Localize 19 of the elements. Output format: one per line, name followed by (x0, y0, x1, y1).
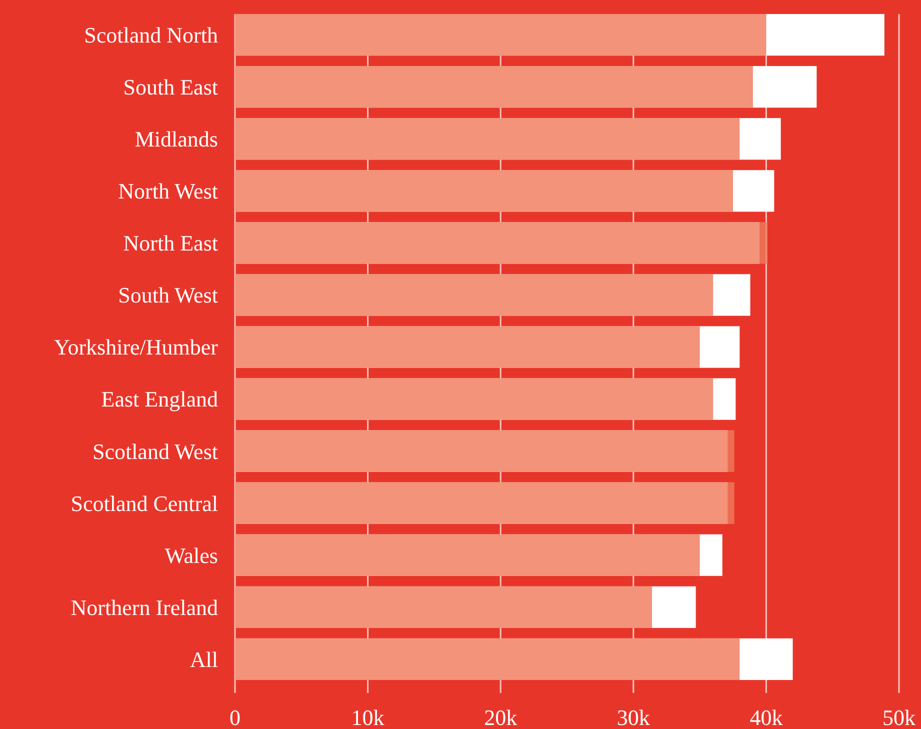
y-tick-label: North East (123, 230, 218, 256)
x-tick-label: 10k (351, 705, 384, 729)
y-tick-label: Yorkshire/Humber (54, 334, 219, 360)
x-tick-label: 0 (230, 705, 240, 729)
y-tick-label: Northern Ireland (70, 594, 218, 620)
y-tick-label: All (190, 646, 218, 672)
y-tick-label: Scotland North (84, 22, 218, 48)
y-tick-label: South West (118, 282, 218, 308)
x-tick-label: 50k (882, 705, 916, 729)
y-tick-label: Midlands (134, 126, 218, 152)
y-tick-label: East England (101, 386, 218, 412)
y-tick-label: South East (123, 74, 218, 100)
x-tick-label: 20k (484, 705, 518, 729)
y-tick-label: Scotland West (92, 438, 218, 464)
x-tick-label: 30k (616, 705, 650, 729)
y-tick-label: Wales (164, 542, 218, 568)
x-tick-label: 40k (750, 705, 783, 729)
y-tick-label: North West (118, 178, 218, 204)
y-tick-label: Scotland Central (70, 490, 218, 516)
